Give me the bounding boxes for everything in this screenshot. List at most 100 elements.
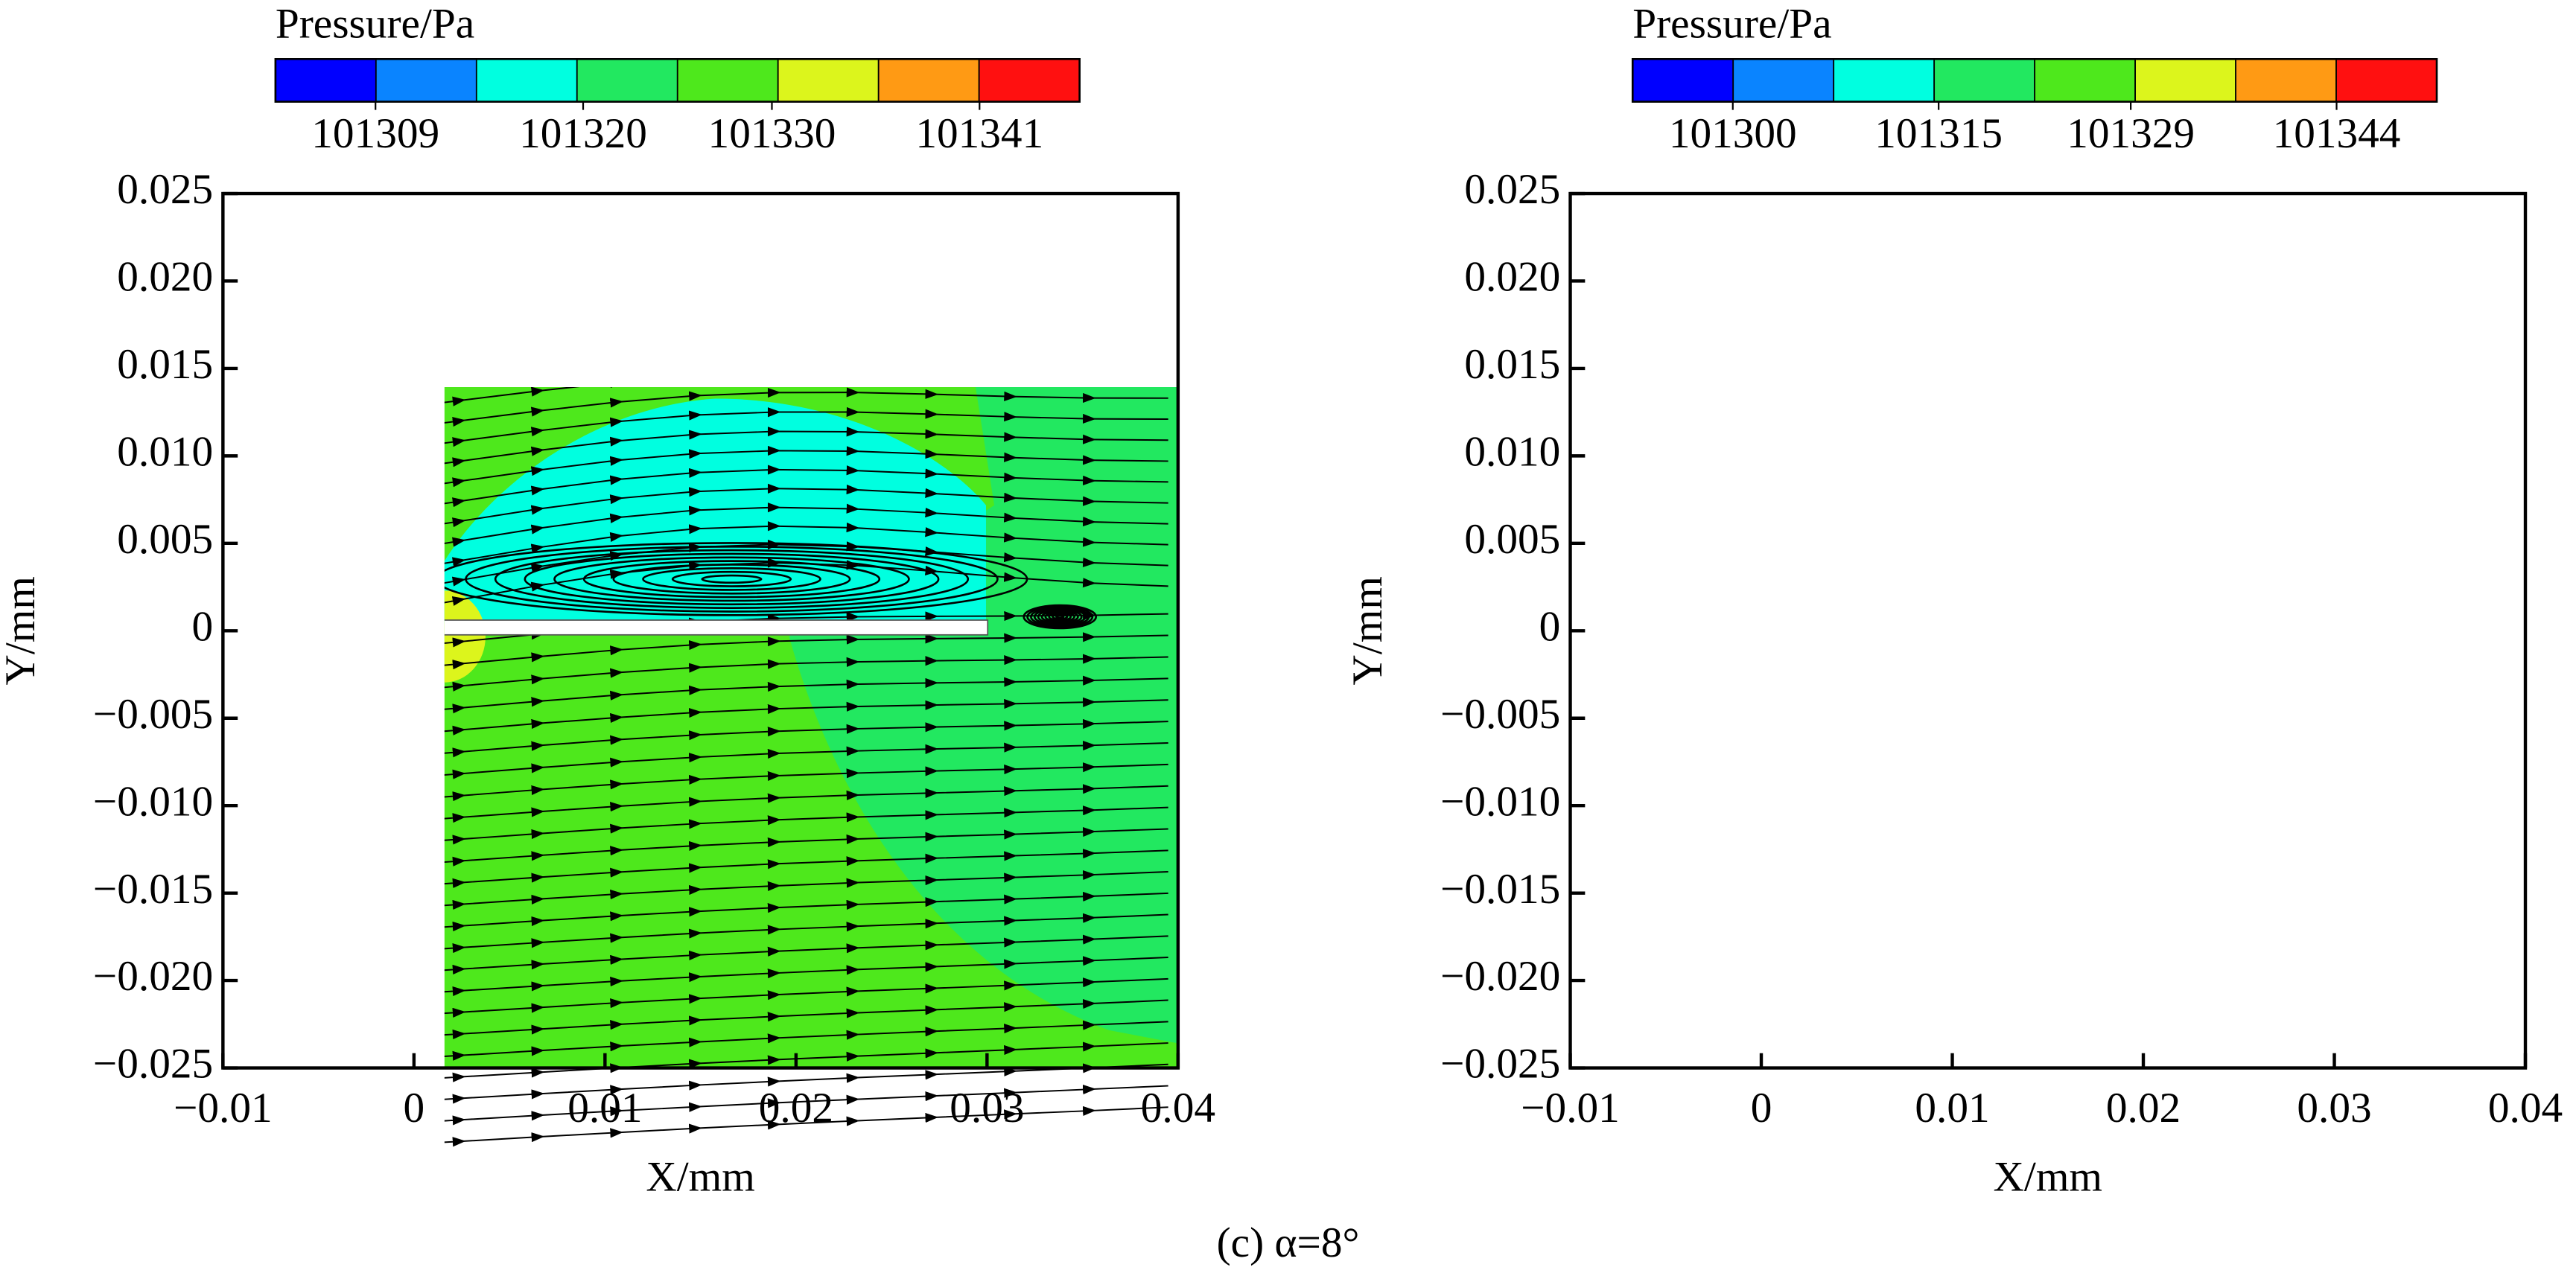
recirculation-line <box>494 549 970 609</box>
pressure-region <box>223 481 403 702</box>
streamline <box>223 230 1168 278</box>
y-axis-label: Y/mm <box>0 576 44 685</box>
recirculation-line <box>582 560 881 599</box>
streamline <box>444 934 1168 985</box>
recirculation-line <box>1048 612 1072 622</box>
recirculation-line <box>1802 572 2289 619</box>
y-tick-label: 0.005 <box>117 516 213 563</box>
streamline <box>444 870 1168 920</box>
plot-frame <box>1568 191 2528 1070</box>
streamline <box>444 483 1168 549</box>
x-axis-label: X/mm <box>1994 1154 2102 1201</box>
streamline <box>1571 1017 2516 1073</box>
streamline <box>444 998 1168 1049</box>
streamline <box>223 333 1168 383</box>
colorbar-segment <box>978 58 1081 103</box>
streamline <box>444 387 1168 446</box>
streamline <box>1571 674 2516 732</box>
pressure-region <box>1775 568 2335 623</box>
recirculation-line <box>671 570 792 587</box>
streamline <box>1571 653 2516 710</box>
recirculation-line <box>701 574 763 584</box>
x-tick-label: 0.01 <box>1915 1085 1989 1132</box>
y-axis-label: Y/mm <box>1344 576 1391 685</box>
streamline <box>444 784 1168 835</box>
streamline <box>1571 696 2516 753</box>
streamline <box>444 849 1168 899</box>
recirculation-line <box>1055 614 1065 619</box>
colorbar-segment <box>877 58 980 103</box>
recirculation-line <box>1911 582 2182 608</box>
streamline <box>1571 718 2516 775</box>
streamline <box>1571 437 2516 495</box>
streamline <box>1571 610 2516 667</box>
streamline <box>444 826 1168 878</box>
streamline <box>223 272 1168 320</box>
streamline <box>444 956 1168 1006</box>
x-tick-label: 0.01 <box>567 1085 642 1132</box>
y-tick-label: 0 <box>191 603 213 650</box>
x-tick-label: 0.03 <box>950 1085 1024 1132</box>
recirculation-line <box>1992 590 2100 601</box>
streamline <box>1571 457 2516 516</box>
x-tick-label: 0.04 <box>1141 1085 1215 1132</box>
recirculation-line <box>1040 610 1079 624</box>
recirculation-line <box>1052 613 1069 620</box>
colorbar-tick-label: 101300 <box>1669 110 1797 157</box>
pressure-region <box>444 590 486 683</box>
streamline <box>1571 931 2516 988</box>
recirculation-line <box>1037 608 1083 625</box>
colorbar-segment <box>375 58 477 103</box>
colorbar-segment <box>777 58 880 103</box>
streamline <box>444 913 1168 963</box>
colorbar-title: Pressure/Pa <box>276 1 474 48</box>
streamline <box>1571 353 2516 411</box>
flat-plate <box>444 619 989 636</box>
recirculation-line <box>465 545 999 613</box>
y-tick-label: 0.005 <box>1464 516 1560 563</box>
y-tick-label: −0.005 <box>93 691 213 738</box>
recirculation-line <box>1965 587 2127 603</box>
recirculation-line <box>1044 611 1075 623</box>
streamline <box>223 166 1168 214</box>
streamline <box>444 406 1168 467</box>
streamline <box>1571 162 2516 220</box>
streamline <box>444 465 1168 529</box>
colorbar-segment <box>1732 58 1835 103</box>
y-tick-label: 0.020 <box>117 254 213 301</box>
streamline <box>1571 374 2516 432</box>
recirculation-line <box>1857 577 2236 613</box>
streamline <box>223 313 1168 363</box>
streamline <box>1571 1103 2516 1159</box>
streamline <box>444 977 1168 1027</box>
streamline <box>1571 996 2516 1053</box>
streamline <box>223 208 1168 257</box>
recirculation-line <box>1830 575 2263 616</box>
colorbar-tick-label: 101341 <box>915 110 1043 157</box>
x-tick-label: 0 <box>1751 1085 1772 1132</box>
y-tick-label: 0.010 <box>117 429 213 476</box>
streamline <box>444 445 1168 508</box>
recirculation-line <box>1033 607 1087 626</box>
streamline <box>1571 416 2516 474</box>
streamline <box>1571 395 2516 453</box>
x-tick-label: 0.02 <box>2106 1085 2181 1132</box>
colorbar-segment <box>676 58 779 103</box>
colorbar-tick-label: 101344 <box>2273 110 2401 157</box>
streamline <box>1571 477 2516 537</box>
x-tick-label: −0.01 <box>174 1085 273 1132</box>
streamline <box>1571 953 2516 1009</box>
colorbar-segment <box>2335 58 2437 103</box>
y-tick-label: 0.010 <box>1464 429 1560 476</box>
y-tick-label: 0 <box>1539 603 1561 650</box>
streamline <box>1571 269 2516 326</box>
streamline <box>444 762 1168 813</box>
colorbar-tick-label: 101330 <box>708 110 836 157</box>
streamline <box>444 1106 1168 1156</box>
x-tick-label: −0.01 <box>1521 1085 1620 1132</box>
contour-field <box>223 166 1178 1156</box>
y-tick-label: −0.020 <box>93 953 213 1000</box>
streamline <box>1571 205 2516 262</box>
